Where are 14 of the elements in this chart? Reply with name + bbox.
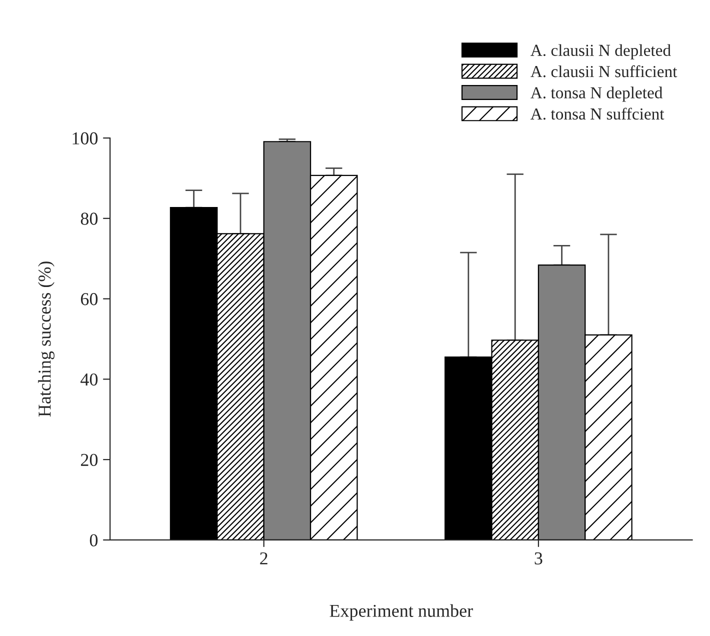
y-tick-label: 60 (80, 293, 98, 306)
y-tick-label: 40 (80, 373, 98, 386)
y-tick-label: 20 (80, 454, 98, 466)
y-tick-label: 100 (72, 132, 98, 144)
legend-label: A. tonsa N depleted (530, 86, 663, 102)
x-tick-label: 3 (534, 552, 542, 564)
legend-label: A. clausii N sufficient (530, 65, 678, 78)
x-tick-label: 2 (260, 552, 268, 564)
x-axis-title: Experiment number (330, 604, 473, 621)
legend-label: A. tonsa N suffcient (530, 108, 664, 120)
legend-label: A. clausii N depleted (530, 44, 671, 60)
y-tick-label: 0 (90, 534, 98, 546)
y-tick-label: 80 (80, 212, 98, 225)
y-axis-title: Hatching success (%) (38, 262, 54, 417)
